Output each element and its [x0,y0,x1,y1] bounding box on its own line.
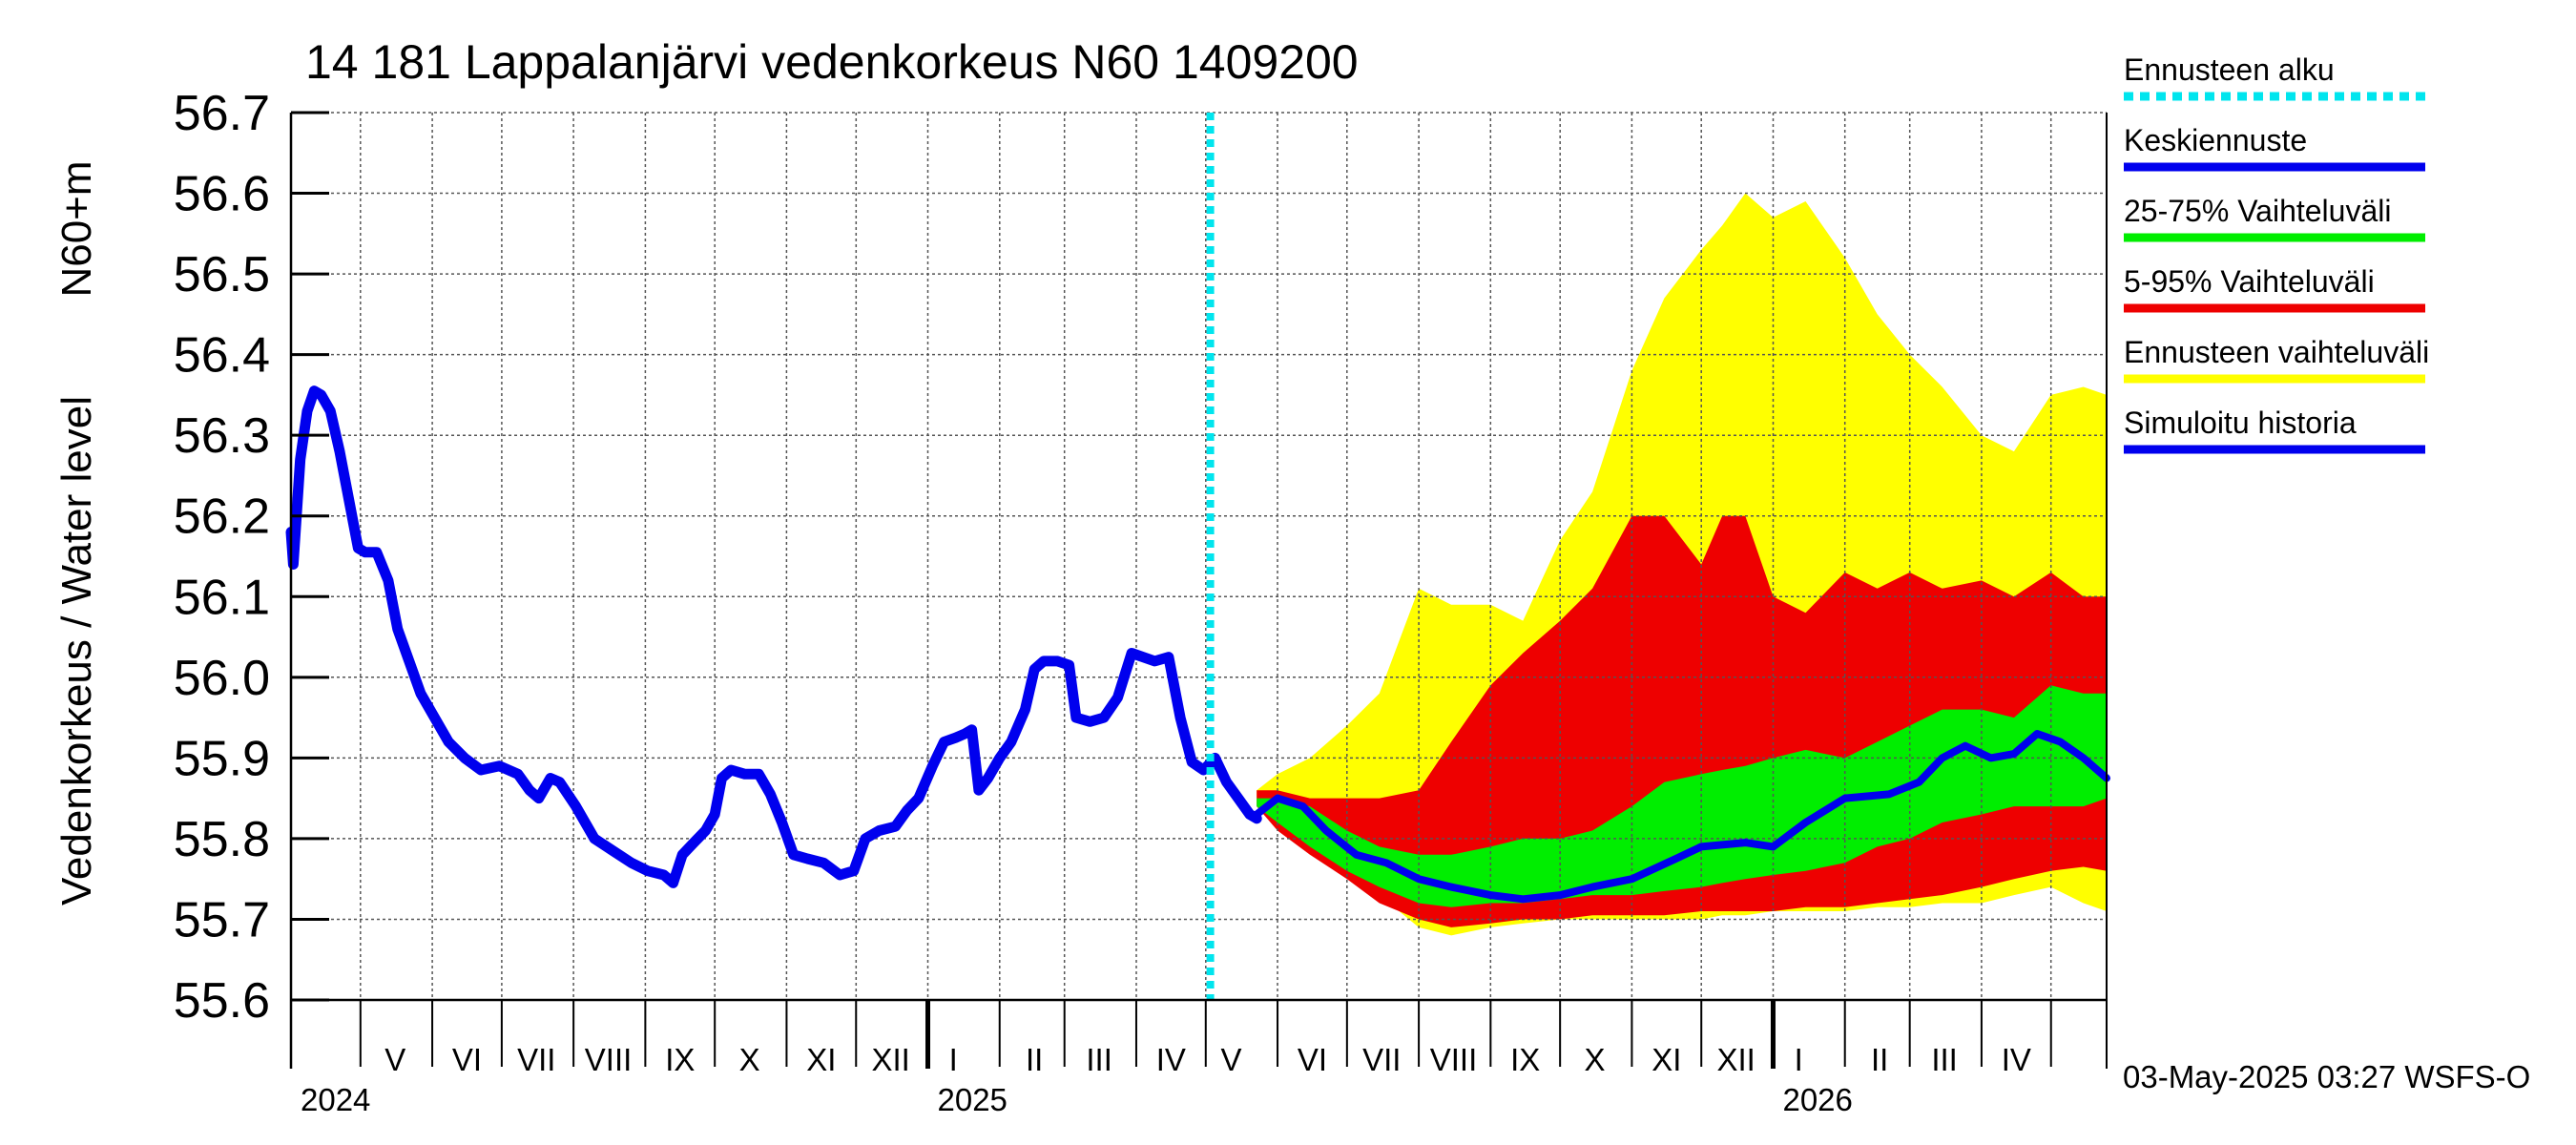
x-month-label: VII [517,1042,555,1077]
axes [289,113,2108,1069]
legend-label: Ennusteen vaihteluväli [2124,335,2429,369]
y-axis-label: Vedenkorkeus / Water level [53,396,100,906]
y-tick-label: 55.9 [174,731,270,786]
legend: Ennusteen alku Keskiennuste 25-75% Vaihtel… [2124,52,2429,454]
band-2 [1257,685,2107,907]
x-year-label: 2024 [301,1082,370,1117]
footer-timestamp: 03-May-2025 03:27 WSFS-O [2123,1059,2530,1094]
x-year-label: 2026 [1782,1082,1852,1117]
x-month-label: X [739,1042,760,1077]
x-month-label: III [1931,1042,1958,1077]
x-month-label: XI [1652,1042,1681,1077]
x-month-label: VII [1362,1042,1401,1077]
legend-label: Simuloitu historia [2124,406,2357,440]
x-month-label: I [1795,1042,1803,1077]
y-tick-label: 56.7 [174,86,270,141]
y-tick-label: 55.8 [174,812,270,867]
x-month-label: V [384,1042,405,1077]
forecast-bands [1257,193,2107,936]
series-line-0 [285,385,1262,888]
x-axis-ticks: V VI VII VIII IX X XI XII I II III IV V VI VII VIII IX X X… [290,1000,2052,1117]
x-month-label: IV [2002,1042,2031,1077]
y-tick-label: 55.7 [174,892,270,947]
y-axis-unit-label: N60+m [53,160,100,297]
x-year-label: 2025 [938,1082,1008,1117]
x-month-label: VIII [585,1042,633,1077]
y-tick-label: 55.6 [174,973,270,1029]
legend-label: 25-75% Vaihteluväli [2124,194,2391,228]
x-month-label: XII [1716,1042,1755,1077]
y-tick-label: 56.1 [174,570,270,625]
series-line-1 [1253,730,2110,904]
x-month-label: IX [1510,1042,1540,1077]
y-tick-label: 56.0 [174,651,270,706]
legend-label: 5-95% Vaihteluväli [2124,264,2375,299]
x-month-label: IV [1156,1042,1186,1077]
x-month-label: V [1220,1042,1241,1077]
series-lines [285,113,2110,1000]
y-axis-ticks: 55.6 55.7 55.8 55.9 56.0 56.1 56.2 56.3 56.4 56.5… [174,86,329,1029]
x-month-label: VI [452,1042,482,1077]
x-month-label: XII [871,1042,909,1077]
y-tick-label: 56.4 [174,328,270,384]
y-tick-label: 56.5 [174,247,270,302]
y-tick-label: 56.2 [174,489,270,545]
y-tick-label: 56.6 [174,167,270,222]
chart-title: 14 181 Lappalanjärvi vedenkorkeus N60 14… [305,35,1359,89]
x-month-label: IX [665,1042,695,1077]
x-month-label: X [1585,1042,1606,1077]
x-month-label: II [1871,1042,1888,1077]
x-month-label: III [1086,1042,1112,1077]
x-month-label: XI [806,1042,836,1077]
x-month-label: II [1026,1042,1043,1077]
x-month-label: VI [1298,1042,1327,1077]
y-tick-label: 56.3 [174,408,270,464]
x-month-label: I [949,1042,958,1077]
x-month-label: VIII [1430,1042,1478,1077]
legend-label: Ennusteen alku [2124,52,2335,87]
legend-label: Keskiennuste [2124,123,2307,157]
